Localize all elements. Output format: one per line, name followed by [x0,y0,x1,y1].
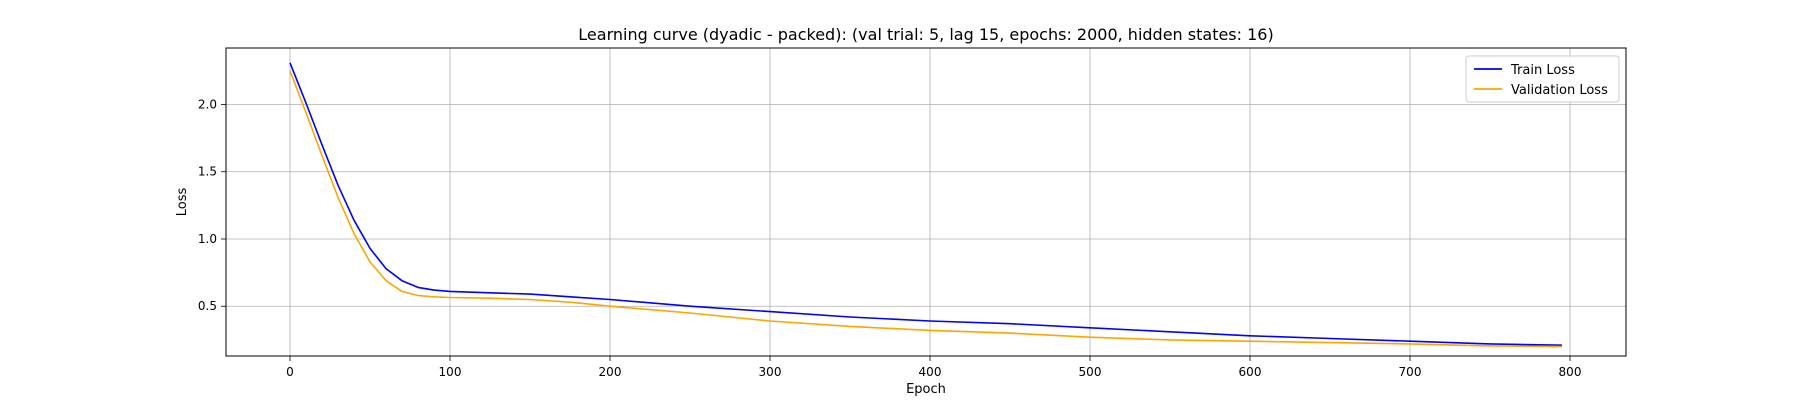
x-tick-label: 100 [439,365,462,379]
y-tick-label: 1.5 [198,165,217,179]
y-tick-label: 1.0 [198,232,217,246]
y-axis-label: Loss [175,188,190,217]
x-tick-label: 800 [1559,365,1582,379]
x-tick-label: 300 [759,365,782,379]
y-tick-label: 0.5 [198,299,217,313]
x-axis-label: Epoch [906,382,946,397]
series-line [289,70,1563,348]
x-tick-label: 600 [1239,365,1262,379]
x-tick-label: 500 [1079,365,1102,379]
x-tick-label: 700 [1399,365,1422,379]
x-tick-label: 0 [286,365,294,379]
y-axis: 0.5 1.0 1.5 2.0 [198,97,226,313]
series-line [289,62,1563,346]
legend-entry-label: Train Loss [1510,63,1575,78]
series-group [289,62,1563,348]
chart-title: Learning curve (dyadic - packed): (val t… [578,25,1273,44]
legend: Train Loss Validation Loss [1465,55,1620,103]
x-tick-label: 200 [599,365,622,379]
x-axis: 0 100 200 300 400 500 600 700 800 [286,356,1581,379]
x-tick-label: 400 [919,365,942,379]
legend-box [1465,55,1620,103]
axes-frame [225,47,1627,357]
legend-entry-label: Validation Loss [1511,83,1608,98]
grid [226,48,1626,356]
y-tick-label: 2.0 [198,97,217,111]
